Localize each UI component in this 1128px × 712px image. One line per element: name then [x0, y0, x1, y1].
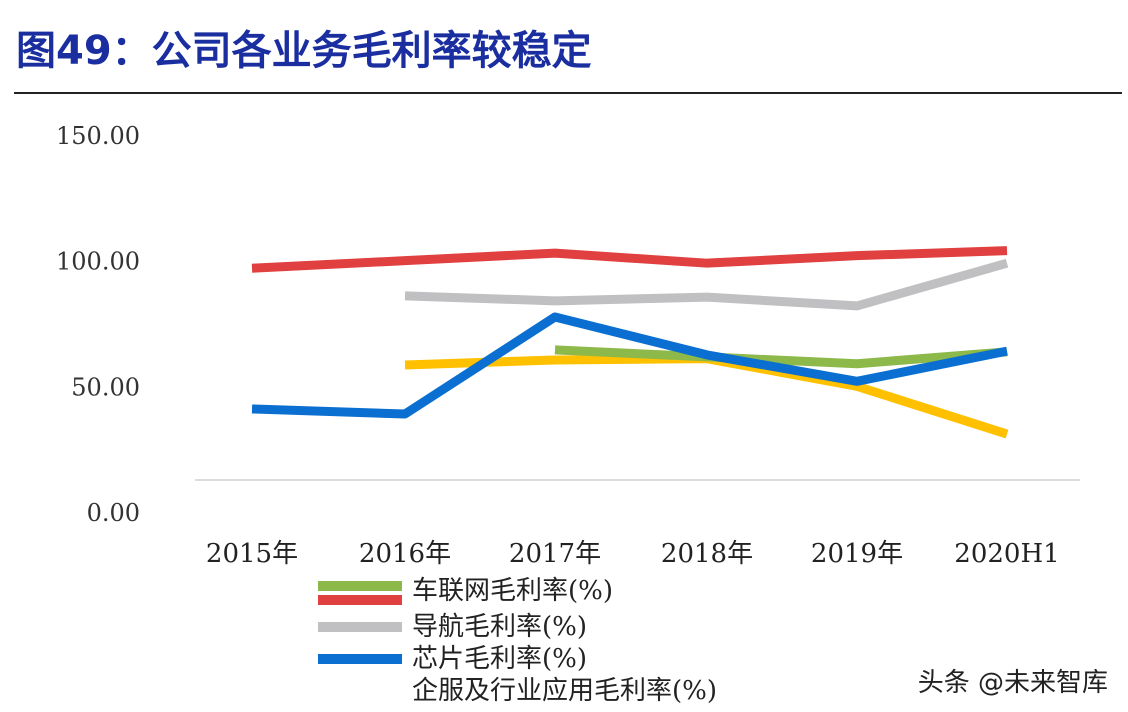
chart-title: 图49：公司各业务毛利率较稳定: [16, 28, 592, 74]
title-divider: [14, 92, 1122, 94]
legend-label: 车联网毛利率(%): [412, 576, 613, 606]
series-line-0: [251, 246, 1008, 273]
legend-label: 导航毛利率(%): [412, 612, 587, 642]
legend-label: 企服及行业应用毛利率(%): [412, 676, 717, 706]
watermark: 头条 @未来智库: [917, 668, 1108, 698]
legend-label: 芯片毛利率(%): [412, 644, 587, 674]
y-tick-label: 0.00: [87, 499, 140, 527]
series-line-4: [251, 312, 1008, 419]
legend-swatch-green: [318, 581, 402, 591]
y-tick-label: 150.00: [56, 122, 140, 150]
x-tick-label: 2015年: [206, 539, 298, 569]
x-tick-label: 2017年: [509, 539, 601, 569]
y-tick-label: 50.00: [71, 373, 140, 401]
series-line-3: [554, 345, 1008, 369]
y-tick-label: 100.00: [56, 248, 140, 276]
legend-swatch-blue: [318, 654, 402, 664]
x-tick-label: 2018年: [661, 539, 753, 569]
x-tick-label: 2019年: [811, 539, 903, 569]
x-tick-label: 2020H1: [954, 539, 1059, 569]
legend-swatch-gray: [318, 622, 402, 632]
series-line-1: [404, 258, 1009, 311]
x-tick-label: 2016年: [359, 539, 451, 569]
legend-swatch-red: [318, 595, 402, 605]
